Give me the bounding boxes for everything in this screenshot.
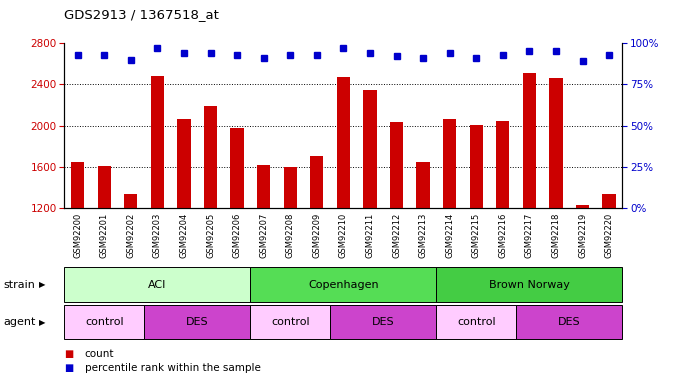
Bar <box>549 78 563 208</box>
Bar <box>250 305 330 339</box>
Bar <box>337 77 350 208</box>
Bar <box>64 267 250 302</box>
Text: DES: DES <box>186 317 209 327</box>
Bar <box>470 124 483 208</box>
Bar <box>523 73 536 208</box>
Text: control: control <box>85 317 123 327</box>
Bar <box>71 162 84 208</box>
Bar <box>437 267 622 302</box>
Bar <box>330 305 437 339</box>
Bar <box>496 121 509 208</box>
Text: Copenhagen: Copenhagen <box>308 280 379 290</box>
Bar <box>98 166 111 208</box>
Text: ■: ■ <box>64 363 74 373</box>
Text: ▶: ▶ <box>39 280 45 289</box>
Bar <box>283 167 297 208</box>
Bar <box>311 156 323 208</box>
Bar <box>390 122 403 208</box>
Bar <box>603 194 616 208</box>
Text: agent: agent <box>3 317 36 327</box>
Text: control: control <box>271 317 310 327</box>
Text: strain: strain <box>3 280 35 290</box>
Text: ACI: ACI <box>148 280 167 290</box>
Bar <box>151 76 164 208</box>
Text: Brown Norway: Brown Norway <box>489 280 570 290</box>
Bar <box>257 165 271 208</box>
Bar <box>516 305 622 339</box>
Text: DES: DES <box>372 317 395 327</box>
Bar <box>204 106 217 208</box>
Text: control: control <box>457 317 496 327</box>
Bar <box>443 119 456 208</box>
Bar <box>64 305 144 339</box>
Text: GDS2913 / 1367518_at: GDS2913 / 1367518_at <box>64 8 219 21</box>
Text: percentile rank within the sample: percentile rank within the sample <box>85 363 260 373</box>
Text: count: count <box>85 350 115 359</box>
Bar <box>231 128 244 208</box>
Bar <box>144 305 250 339</box>
Bar <box>416 162 430 208</box>
Bar <box>178 119 191 208</box>
Bar <box>124 194 138 208</box>
Bar <box>437 305 516 339</box>
Bar <box>250 267 437 302</box>
Bar <box>576 205 589 208</box>
Bar <box>363 90 376 208</box>
Text: ▶: ▶ <box>39 318 45 327</box>
Text: ■: ■ <box>64 350 74 359</box>
Text: DES: DES <box>558 317 580 327</box>
